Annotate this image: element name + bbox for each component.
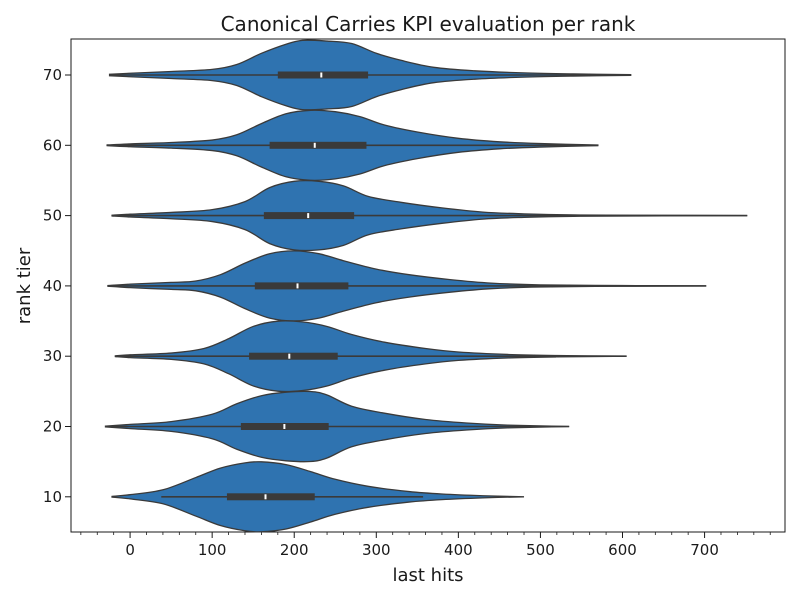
x-tick-label: 0 — [125, 541, 135, 559]
violin-iqr-box — [254, 282, 349, 290]
violin-median — [288, 353, 291, 359]
violin-median — [313, 142, 316, 148]
y-tick-label: 70 — [43, 66, 62, 84]
y-tick-label: 20 — [43, 418, 62, 436]
y-tick-label: 50 — [43, 207, 62, 225]
violin-median — [307, 213, 310, 219]
x-tick-label: 500 — [526, 541, 555, 559]
violin-iqr-box — [277, 71, 369, 79]
x-tick-label: 200 — [280, 541, 309, 559]
y-tick-label: 60 — [43, 136, 62, 154]
x-tick-label: 600 — [608, 541, 637, 559]
violin-iqr-box — [226, 493, 315, 501]
x-tick-label: 100 — [198, 541, 227, 559]
x-tick-label: 300 — [362, 541, 391, 559]
x-tick-label: 700 — [690, 541, 719, 559]
violin-median — [296, 283, 299, 289]
violin-median — [264, 494, 267, 500]
y-tick-label: 30 — [43, 347, 62, 365]
violin-median — [283, 424, 286, 429]
y-tick-label: 10 — [43, 488, 62, 506]
plot-area: 0 100 200 300 400 500 600 700 70 60 50 40 30 20 10 — [43, 38, 786, 559]
y-tick-label: 40 — [43, 277, 62, 295]
x-axis-label: last hits — [392, 565, 463, 586]
violin-iqr-box — [249, 352, 338, 360]
x-tick-label: 400 — [444, 541, 473, 559]
chart-title: Canonical Carries KPI evaluation per ran… — [221, 12, 636, 36]
violin-iqr-box — [269, 141, 367, 149]
y-axis-label: rank tier — [14, 247, 35, 324]
violin-median — [320, 72, 323, 78]
